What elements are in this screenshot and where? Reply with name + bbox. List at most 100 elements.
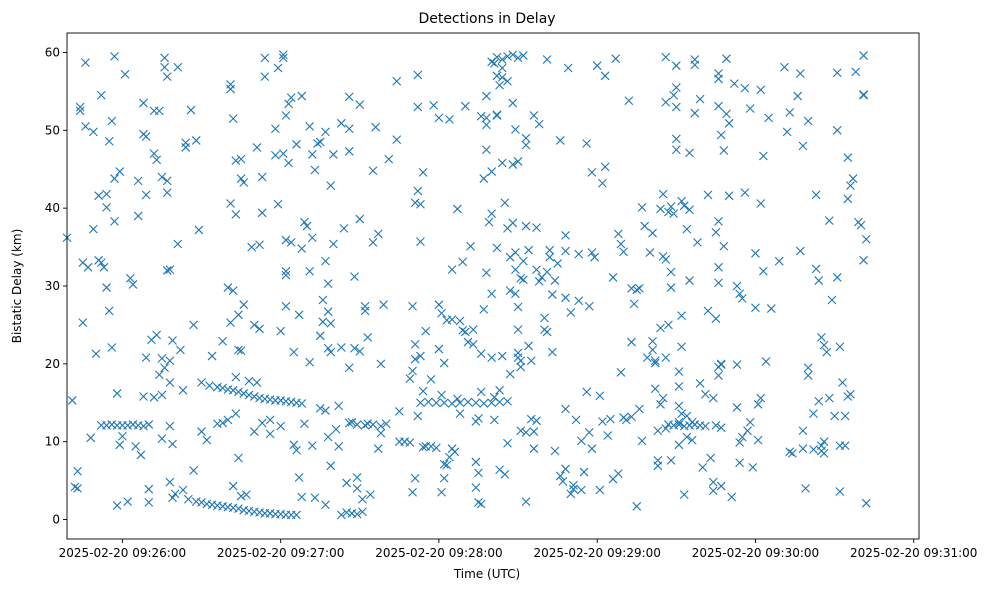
detection-point-track-d <box>447 399 457 408</box>
detection-point <box>511 265 520 275</box>
detection-point <box>284 158 293 168</box>
detection-point <box>408 366 417 376</box>
detection-point <box>234 453 243 463</box>
detection-point <box>780 62 789 72</box>
detection-point <box>183 494 193 504</box>
detection-point <box>326 181 336 190</box>
detection-point <box>832 68 842 78</box>
detection-point <box>758 151 768 161</box>
detection-point <box>745 417 755 427</box>
detection-point <box>840 411 850 421</box>
detection-point <box>118 431 127 441</box>
detection-point <box>99 262 109 272</box>
detection-point <box>281 301 291 311</box>
detection-point <box>727 492 737 502</box>
detection-point <box>635 283 644 293</box>
detection-point-track-e <box>376 421 386 431</box>
detection-point <box>373 229 383 239</box>
detection-point <box>671 102 681 112</box>
detection-point <box>648 345 657 355</box>
detection-point <box>139 392 148 401</box>
detection-point <box>445 115 454 124</box>
detection-point <box>579 467 589 477</box>
detection-point <box>505 286 515 296</box>
detection-point <box>350 272 359 282</box>
detection-point-track-d <box>431 398 441 408</box>
detection-point <box>197 427 206 436</box>
detection-point <box>497 158 507 168</box>
detection-point <box>249 320 259 330</box>
detection-point <box>102 283 111 292</box>
detection-point <box>711 227 721 237</box>
detection-point <box>236 346 246 356</box>
detection-point <box>468 325 478 334</box>
detection-point <box>458 325 468 335</box>
detection-point-track-b <box>234 504 243 514</box>
detection-point-track-d <box>455 398 465 408</box>
detection-point <box>234 310 243 320</box>
detection-point <box>88 127 98 137</box>
detection-point <box>516 426 526 436</box>
detection-point-track-d <box>479 399 489 408</box>
detection-point <box>648 228 657 238</box>
detection-point <box>123 497 133 507</box>
detection-point <box>334 441 344 451</box>
detection-point <box>803 371 813 380</box>
detection-point <box>368 166 378 176</box>
x-tick-label: 2025-02-20 09:30:00 <box>692 546 819 560</box>
detection-point <box>226 318 235 327</box>
detection-point <box>294 310 304 320</box>
detection-point <box>350 343 359 353</box>
detection-point <box>352 484 362 493</box>
detection-point <box>300 217 309 227</box>
detection-point <box>255 240 264 250</box>
detection-point <box>716 359 726 369</box>
detection-point <box>540 313 549 323</box>
detection-point-track-f <box>405 438 415 447</box>
detection-point <box>492 243 502 253</box>
detection-point <box>508 98 518 108</box>
detection-point <box>566 308 576 317</box>
detection-point <box>162 72 172 81</box>
detection-point <box>627 412 636 422</box>
detection-point <box>165 421 175 431</box>
detection-point <box>513 348 523 358</box>
detection-point <box>587 167 597 177</box>
detection-point <box>479 304 489 314</box>
detection-point <box>605 414 615 424</box>
detection-point <box>431 443 441 453</box>
detection-point <box>339 224 349 233</box>
detection-point <box>168 493 177 503</box>
detection-point <box>152 330 162 340</box>
detection-point <box>856 220 866 230</box>
detection-point <box>674 367 684 377</box>
detection-point <box>524 341 533 351</box>
detection-point <box>637 202 647 212</box>
detection-point <box>392 76 402 86</box>
detection-point <box>653 455 663 465</box>
detection-point <box>165 265 175 275</box>
detection-point-track-i <box>513 53 523 63</box>
detection-point <box>228 286 238 296</box>
detection-point <box>561 231 570 240</box>
detection-point <box>529 111 539 120</box>
detection-point <box>716 481 726 491</box>
detection-point <box>450 447 460 457</box>
detection-point <box>756 85 766 95</box>
detection-point <box>447 315 457 324</box>
detection-point <box>658 189 668 199</box>
detection-point <box>165 356 175 366</box>
detection-point <box>252 378 262 387</box>
detection-point <box>260 72 270 81</box>
y-tick-label: 10 <box>45 435 60 449</box>
detection-point <box>323 432 333 442</box>
detection-point <box>173 62 183 72</box>
x-tick-label: 2025-02-20 09:28:00 <box>375 546 502 560</box>
detection-point <box>474 413 483 423</box>
detection-point <box>468 339 478 349</box>
detection-point-track-d <box>416 398 425 408</box>
detection-point <box>426 375 436 384</box>
detection-point <box>191 136 201 145</box>
detection-point <box>861 498 871 508</box>
detection-point <box>110 216 119 226</box>
